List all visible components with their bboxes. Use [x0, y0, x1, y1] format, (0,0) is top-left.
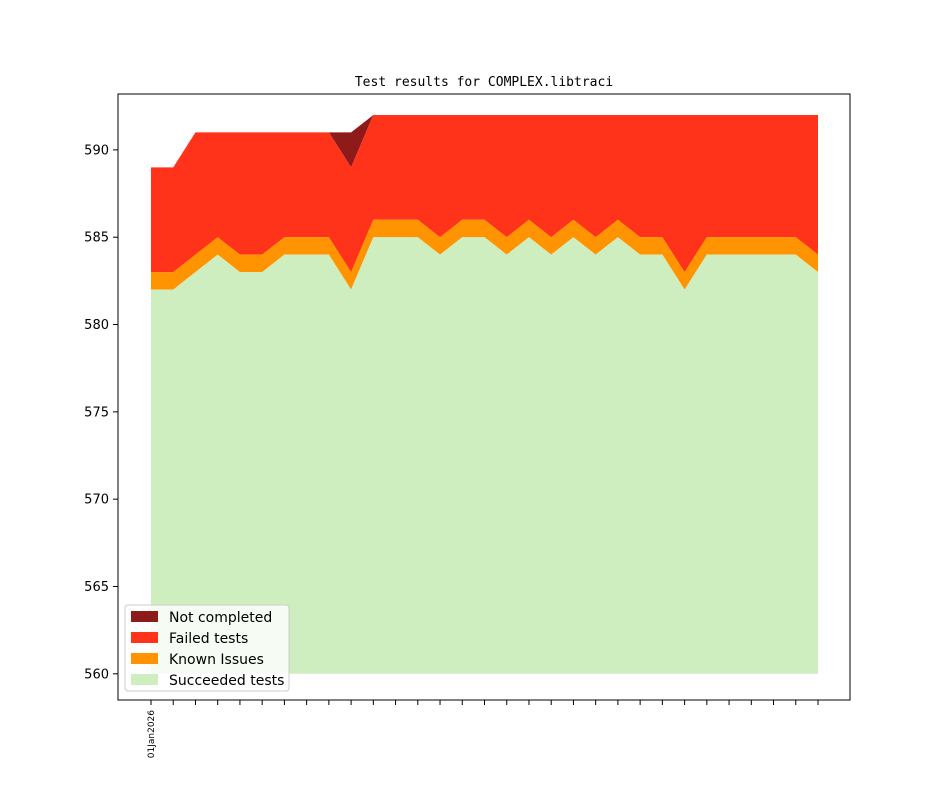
legend-swatch	[131, 632, 158, 643]
x-axis: 01Jan2026	[147, 700, 819, 759]
y-axis: 560 565 570 575 580 585 590	[84, 143, 118, 682]
area-layers	[151, 114, 818, 674]
plot-frame	[117, 93, 851, 701]
legend-box	[124, 604, 290, 692]
area-succeeded-tests	[151, 237, 818, 674]
legend-swatch	[131, 653, 158, 664]
legend: Not completed Failed tests Known Issues Suc…	[124, 604, 290, 692]
y-tick-label: 570	[84, 493, 109, 508]
y-tick-label: 565	[84, 580, 109, 595]
legend-swatch	[131, 674, 158, 685]
legend-label: Succeeded tests	[169, 673, 284, 689]
y-tick-label: 580	[84, 318, 109, 333]
y-tick-label: 585	[84, 231, 109, 246]
x-tick-label: 01Jan2026	[147, 710, 157, 759]
legend-label: Failed tests	[169, 631, 248, 647]
chart-title: Test results for COMPLEX.libtraci	[355, 75, 613, 90]
area-known-issues	[151, 219, 818, 290]
area-failed-tests	[151, 114, 818, 273]
legend-swatch	[131, 611, 158, 622]
y-tick-label: 560	[84, 667, 109, 682]
legend-label: Known Issues	[169, 652, 264, 668]
y-tick-label: 575	[84, 405, 109, 420]
y-tick-label: 590	[84, 143, 109, 158]
legend-label: Not completed	[169, 610, 272, 626]
